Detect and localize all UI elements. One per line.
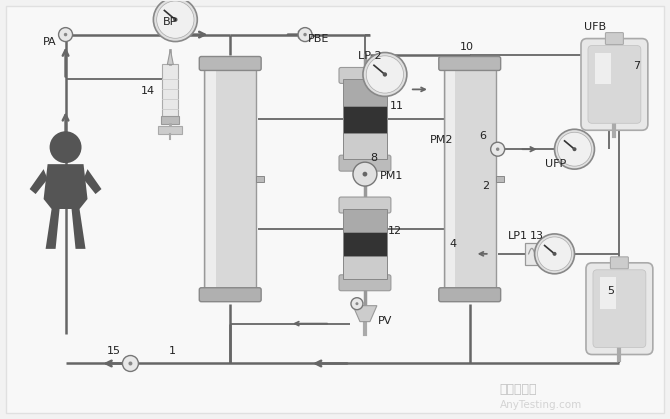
Bar — [343, 256, 387, 279]
Text: AnyTesting.com: AnyTesting.com — [500, 400, 582, 410]
Bar — [600, 277, 616, 309]
FancyBboxPatch shape — [593, 270, 646, 347]
Text: UFP: UFP — [545, 159, 565, 169]
Text: 4: 4 — [450, 239, 457, 249]
Circle shape — [298, 28, 312, 41]
Bar — [525, 243, 565, 265]
Circle shape — [535, 234, 574, 274]
Text: BP: BP — [163, 17, 178, 27]
FancyBboxPatch shape — [581, 39, 648, 130]
Bar — [496, 176, 504, 182]
FancyBboxPatch shape — [439, 288, 500, 302]
Text: 12: 12 — [388, 226, 402, 236]
Text: UFB: UFB — [584, 22, 606, 31]
Circle shape — [157, 1, 194, 38]
Circle shape — [537, 237, 572, 271]
Text: 15: 15 — [107, 346, 121, 355]
Bar — [343, 80, 387, 106]
Bar — [595, 52, 612, 84]
Polygon shape — [44, 164, 88, 209]
Text: 8: 8 — [370, 153, 377, 163]
Circle shape — [153, 0, 197, 41]
Circle shape — [64, 33, 67, 36]
Polygon shape — [72, 209, 86, 249]
Polygon shape — [353, 306, 377, 322]
Bar — [343, 209, 387, 232]
Bar — [444, 65, 496, 294]
Polygon shape — [84, 169, 101, 194]
Text: PV: PV — [378, 316, 393, 326]
FancyBboxPatch shape — [339, 155, 391, 171]
Circle shape — [50, 131, 82, 163]
FancyBboxPatch shape — [610, 257, 628, 269]
Text: 13: 13 — [529, 231, 543, 241]
Bar — [204, 65, 256, 294]
Circle shape — [496, 147, 499, 151]
FancyBboxPatch shape — [339, 67, 391, 83]
Circle shape — [304, 33, 307, 36]
FancyBboxPatch shape — [439, 57, 500, 70]
Circle shape — [557, 132, 592, 166]
Circle shape — [129, 362, 133, 365]
Text: 2: 2 — [482, 181, 489, 191]
Circle shape — [173, 18, 178, 22]
Text: 嘉峪检测网: 嘉峪检测网 — [500, 383, 537, 396]
Text: PM1: PM1 — [380, 171, 403, 181]
Polygon shape — [29, 169, 48, 194]
Bar — [158, 126, 182, 134]
Text: 10: 10 — [460, 41, 474, 52]
Bar — [343, 132, 387, 159]
Polygon shape — [46, 209, 60, 249]
Bar — [446, 68, 455, 290]
Bar — [343, 232, 387, 256]
Bar — [256, 176, 264, 182]
Circle shape — [362, 172, 367, 176]
FancyBboxPatch shape — [339, 275, 391, 291]
Circle shape — [353, 162, 377, 186]
Circle shape — [553, 252, 557, 256]
Circle shape — [572, 147, 576, 151]
Bar — [162, 65, 178, 119]
Text: 5: 5 — [608, 286, 614, 296]
Circle shape — [123, 355, 139, 372]
Text: LP1: LP1 — [508, 231, 528, 241]
Circle shape — [366, 56, 403, 93]
FancyBboxPatch shape — [606, 33, 623, 44]
Text: PBE: PBE — [308, 34, 330, 44]
FancyBboxPatch shape — [339, 197, 391, 213]
Circle shape — [356, 302, 358, 305]
FancyBboxPatch shape — [586, 263, 653, 354]
Circle shape — [555, 129, 594, 169]
Text: 6: 6 — [480, 131, 486, 141]
Text: LP 2: LP 2 — [358, 52, 382, 62]
Text: 11: 11 — [390, 101, 404, 111]
Polygon shape — [168, 49, 174, 65]
FancyBboxPatch shape — [588, 46, 641, 123]
Circle shape — [351, 298, 363, 310]
Bar — [343, 106, 387, 132]
Text: 1: 1 — [168, 346, 176, 355]
Circle shape — [363, 52, 407, 96]
Bar — [161, 116, 180, 124]
Bar — [206, 68, 216, 290]
Text: PM2: PM2 — [429, 135, 454, 145]
Text: 7: 7 — [633, 62, 641, 72]
FancyBboxPatch shape — [199, 57, 261, 70]
Circle shape — [58, 28, 72, 41]
Circle shape — [383, 72, 387, 77]
Circle shape — [490, 142, 505, 156]
Text: 14: 14 — [141, 86, 155, 96]
Text: PA: PA — [43, 36, 56, 47]
FancyBboxPatch shape — [199, 288, 261, 302]
